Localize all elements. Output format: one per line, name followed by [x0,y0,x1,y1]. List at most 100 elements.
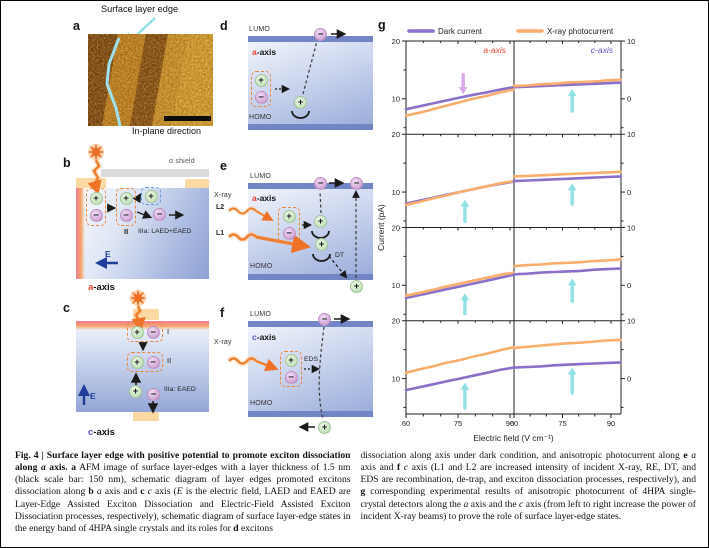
dark-current-line [512,81,622,89]
electron: − [282,227,296,240]
electron: − [147,388,160,401]
beam-arrow [255,358,279,372]
exciton: + − [251,71,271,107]
tick-label: 20 [392,130,400,139]
caption-segment: c [140,486,145,498]
homo-band [248,411,373,417]
caption-segment: g [360,486,366,498]
homo-label: HOMO [250,400,273,407]
caption-segment: axis and [360,462,398,474]
xray-photocurrent-line [512,78,622,88]
electron: − [350,177,363,190]
tick-label: 0 [627,281,631,290]
y-axis-title: Current (pA) [376,204,386,251]
panel-c-label: c [63,301,70,315]
caption-segment: is the electric field, LAED and EAED are… [15,486,351,534]
tick-label: 0 [627,374,631,383]
tick-label: 10 [627,223,635,232]
axis-letter: a [252,193,257,203]
xray-photocurrent-line [404,179,515,207]
lumo-label: LUMO [250,173,272,180]
xray-label: X-ray [214,339,232,346]
efield-label: E [90,391,96,401]
axis-letter: a [252,47,257,57]
xray-bolt-icon [87,159,102,196]
annotation-arrowhead [567,367,577,375]
lumo-band [248,36,373,42]
tick-label: 10 [392,188,400,197]
exciton: + − [278,207,300,243]
xray-burst-icon [87,143,105,161]
xray-photocurrent-line [512,170,622,178]
axis-letter: a [88,282,94,293]
panel-d-label: d [220,19,228,33]
caption-segment: d [233,522,239,534]
trap-bracket-icon [311,230,330,239]
l1-label: L1 [216,230,225,237]
exciton: + − [280,351,302,387]
legend-label: X-ray photocurrent [547,27,614,36]
in-plane-direction-label: In-plane direction [132,126,202,136]
annotation-arrowhead [460,199,470,207]
tick-label: 0 [627,95,631,104]
trap-bracket-icon [312,253,331,262]
hole: + [130,325,144,339]
lumo-label: LUMO [249,26,271,33]
xray-beam-icon [228,357,257,365]
annotation-arrowhead [458,87,468,95]
hole: + [144,189,158,203]
panel-g-label: g [378,18,386,32]
lumo-band [248,183,373,189]
hole: + [282,210,296,223]
caption-segment: axis (L1 and L2 are increased intensity … [360,462,697,486]
caption-segment: f [397,462,401,474]
l2-label: L2 [216,204,225,211]
exciton: + − [127,322,163,342]
dissociation-arrow [136,210,153,219]
detrap-path [319,190,322,214]
xray-photocurrent-line [404,345,515,375]
hole: + [89,192,103,205]
panel-f-label: f [220,306,225,320]
panel-a-label: a [73,19,80,33]
trapped-hole: + [315,238,328,251]
layer-edge-stripe [76,188,85,279]
caption-segment: a [96,486,102,498]
axis-letter: c [88,427,94,438]
tick-label: 60 [402,419,410,428]
axis-letter: c [252,332,257,342]
detrapped-hole: + [350,280,363,293]
tick-label: 90 [607,419,615,428]
caption-segment: axis and the [468,498,520,510]
xray-bolt-icon [131,305,146,333]
caption-segment: a [691,450,696,461]
stage-I-label: I [167,327,170,336]
caption-segment: a [40,462,46,474]
panel-b-label: b [63,156,71,170]
panel-c-graphics [78,289,159,414]
dark-current-line [404,273,515,300]
hole: + [318,421,331,434]
xray-beam-l1-icon [228,233,257,241]
electron: − [119,209,133,222]
caption-segment: e [683,450,688,461]
electron: − [146,325,160,339]
xray-photocurrent-line [512,257,622,268]
annotation-arrowhead [567,278,577,286]
dark-current-line [404,366,515,392]
xray-photocurrent-line [404,88,515,117]
electron: − [89,209,103,222]
caption-segment: a [463,498,469,510]
panel-f-graphics [226,314,351,432]
alpha-shield-label: α shield [169,158,195,165]
tick-label: 10 [392,374,400,383]
x-axis-title: Electric field (V cm⁻¹) [473,433,554,443]
annotation-arrowhead [460,382,470,390]
stage-III-label: IIIa: EAED [164,386,196,393]
column-axis-label: c-axis [591,45,614,55]
tick-label: 20 [392,37,400,46]
caption-segment: dissociation along axis under dark condi… [360,450,684,461]
legend-label: Dark current [438,27,483,36]
tick-label: 10 [392,95,400,104]
caption-segment: b [88,486,94,498]
